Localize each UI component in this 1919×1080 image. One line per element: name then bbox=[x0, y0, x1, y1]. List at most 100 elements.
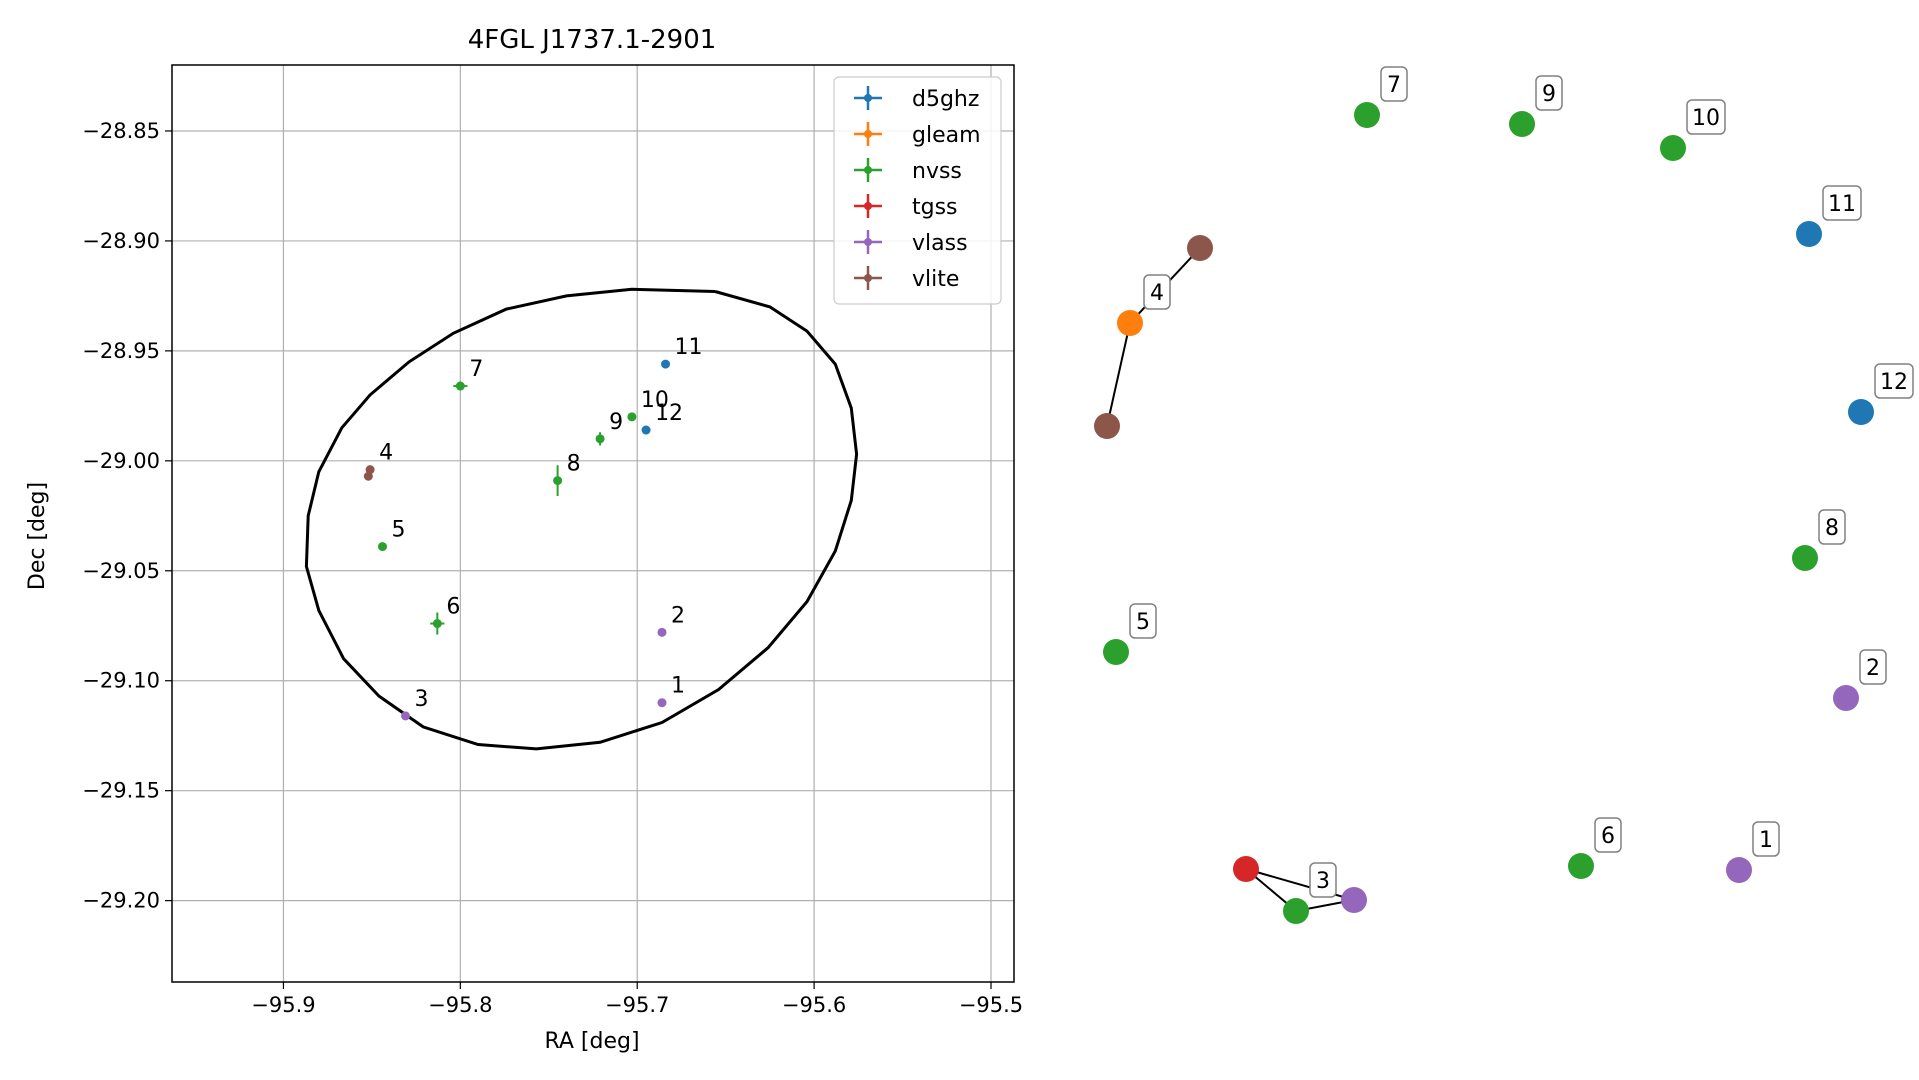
node-label: 7 bbox=[1387, 73, 1401, 98]
node-label: 9 bbox=[1542, 82, 1556, 107]
network-node bbox=[1726, 857, 1752, 883]
data-point-vlass bbox=[400, 711, 410, 721]
data-point-nvss bbox=[595, 434, 605, 444]
y-axis-title: Dec [deg] bbox=[25, 482, 50, 590]
point-label: 8 bbox=[567, 452, 581, 477]
node-label: 2 bbox=[1866, 656, 1880, 681]
network-node bbox=[1568, 853, 1594, 879]
chart-title: 4FGL J1737.1-2901 bbox=[468, 25, 717, 55]
network-node bbox=[1848, 399, 1874, 425]
scatter-panel: 4FGL J1737.1-2901 11 12 7 10 9 8 5 6 2 1 3 4 −95.9 −… bbox=[25, 25, 1023, 1054]
data-point-d5ghz bbox=[661, 359, 671, 369]
node-label: 11 bbox=[1828, 192, 1856, 217]
data-point-nvss bbox=[553, 476, 563, 486]
network-node bbox=[1796, 221, 1822, 247]
x-tick-label: −95.9 bbox=[251, 993, 315, 1017]
y-tick-label: −28.95 bbox=[82, 339, 160, 363]
network-node bbox=[1283, 898, 1309, 924]
point-label: 1 bbox=[671, 674, 685, 699]
uncertainty-ellipse bbox=[304, 287, 859, 751]
network-nodes: 7 9 10 11 4 12 8 5 2 3 6 1 bbox=[1094, 66, 1914, 924]
point-label: 7 bbox=[469, 357, 483, 382]
point-label: 6 bbox=[446, 595, 460, 620]
network-node bbox=[1354, 102, 1380, 128]
y-tick-label: −29.15 bbox=[82, 779, 160, 803]
legend-marker-dot bbox=[864, 274, 872, 282]
x-tick-label: −95.8 bbox=[428, 993, 492, 1017]
node-label-box bbox=[1752, 821, 1780, 857]
network-node bbox=[1117, 310, 1143, 336]
network-node bbox=[1187, 235, 1213, 261]
y-tick-label: −29.20 bbox=[82, 889, 160, 913]
node-label-box bbox=[1818, 509, 1846, 545]
network-node bbox=[1094, 413, 1120, 439]
node-label-box bbox=[1822, 185, 1862, 221]
node-label-box bbox=[1594, 817, 1622, 853]
legend-marker-dot bbox=[864, 238, 872, 246]
node-label: 10 bbox=[1692, 106, 1720, 131]
y-tick-label: −29.00 bbox=[82, 449, 160, 473]
node-label-box bbox=[1129, 603, 1157, 639]
ellipse-curve bbox=[304, 287, 859, 751]
node-label: 8 bbox=[1825, 516, 1839, 541]
node-label-box bbox=[1535, 75, 1563, 111]
data-point-vlite bbox=[363, 471, 373, 481]
node-label: 6 bbox=[1601, 824, 1615, 849]
point-label: 2 bbox=[671, 603, 685, 628]
legend-marker-dot bbox=[864, 166, 872, 174]
legend-marker-dot bbox=[864, 94, 872, 102]
point-label: 9 bbox=[609, 410, 623, 435]
legend-label: vlite bbox=[912, 267, 959, 292]
y-tick-label: −29.05 bbox=[82, 559, 160, 583]
data-point-nvss bbox=[627, 412, 637, 422]
x-axis-title: RA [deg] bbox=[544, 1029, 639, 1054]
node-label: 12 bbox=[1880, 370, 1908, 395]
node-label-box bbox=[1686, 99, 1726, 135]
network-node bbox=[1103, 639, 1129, 665]
network-node bbox=[1792, 545, 1818, 571]
node-label: 1 bbox=[1759, 828, 1773, 853]
point-label: 4 bbox=[379, 441, 393, 466]
legend-label: nvss bbox=[912, 159, 962, 184]
node-label: 3 bbox=[1316, 869, 1330, 894]
point-label: 3 bbox=[414, 687, 428, 712]
data-points: 11 12 7 10 9 8 5 6 2 1 3 4 bbox=[363, 335, 703, 721]
plot-frame bbox=[171, 64, 1015, 983]
point-label: 10 bbox=[641, 388, 669, 413]
legend-label: gleam bbox=[912, 123, 981, 148]
data-point-vlass bbox=[657, 627, 667, 637]
x-tick-label: −95.5 bbox=[959, 993, 1023, 1017]
network-node bbox=[1509, 111, 1535, 137]
network-node bbox=[1233, 856, 1259, 882]
node-label-box bbox=[1874, 363, 1914, 399]
point-label: 11 bbox=[675, 335, 703, 360]
legend-marker-dot bbox=[864, 130, 872, 138]
y-tick-label: −28.85 bbox=[82, 119, 160, 143]
point-label: 12 bbox=[655, 401, 683, 426]
x-tick-label: −95.6 bbox=[782, 993, 846, 1017]
data-point-d5ghz bbox=[641, 425, 651, 435]
y-tick-label: −29.10 bbox=[82, 669, 160, 693]
network-edge bbox=[1106, 322, 1131, 427]
network-node bbox=[1341, 887, 1367, 913]
network-node bbox=[1660, 135, 1686, 161]
network-node bbox=[1833, 685, 1859, 711]
point-label: 5 bbox=[392, 518, 406, 543]
data-point-nvss bbox=[432, 619, 442, 629]
legend-marker-dot bbox=[864, 202, 872, 210]
legend: d5ghz gleam nvss tgss vlass vlite bbox=[833, 76, 1002, 305]
node-label: 5 bbox=[1136, 610, 1150, 635]
legend-label: tgss bbox=[912, 195, 958, 220]
x-tick-label: −95.7 bbox=[605, 993, 669, 1017]
node-label-box bbox=[1143, 274, 1171, 310]
data-point-nvss bbox=[378, 542, 387, 552]
legend-label: vlass bbox=[912, 231, 968, 256]
data-point-nvss bbox=[455, 381, 465, 391]
data-point-vlass bbox=[657, 698, 667, 708]
node-label-box bbox=[1859, 649, 1887, 685]
network-panel: 7 9 10 11 4 12 8 5 2 3 6 1 bbox=[1094, 66, 1914, 924]
node-label-box bbox=[1309, 862, 1337, 898]
legend-label: d5ghz bbox=[912, 87, 979, 112]
node-label: 4 bbox=[1150, 281, 1164, 306]
